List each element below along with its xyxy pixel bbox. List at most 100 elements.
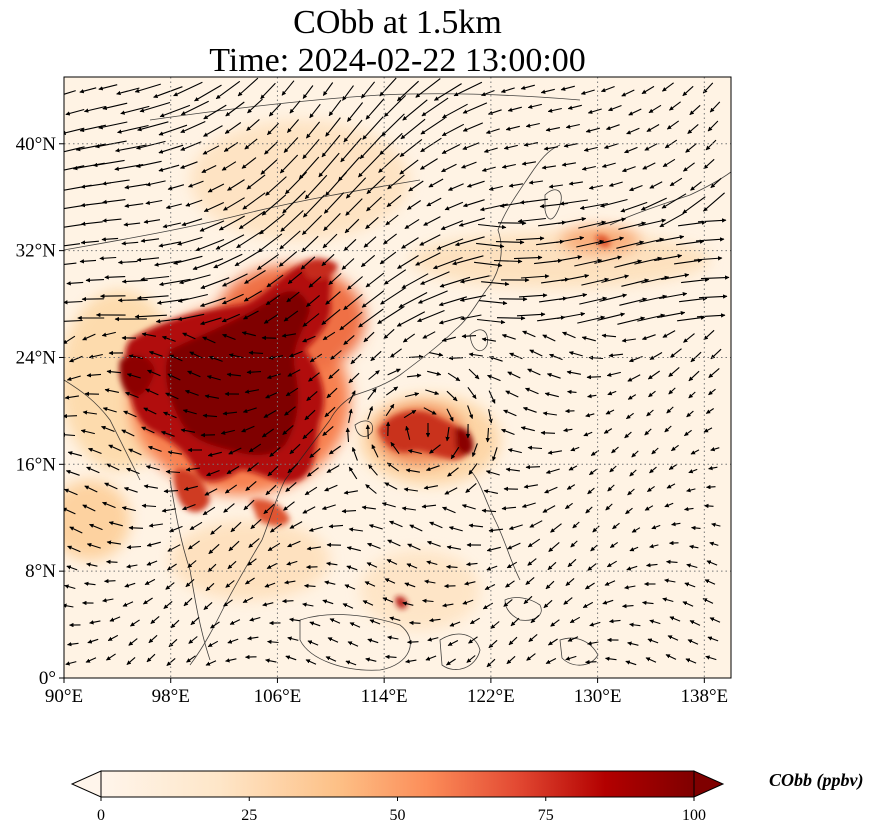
wind-vector-arrow xyxy=(67,545,81,553)
wind-vector-arrow xyxy=(286,119,300,133)
wind-vector-arrow xyxy=(365,424,371,440)
wind-vector-arrow xyxy=(365,216,379,230)
wind-vector-arrow xyxy=(453,81,483,97)
wind-vector-arrow xyxy=(146,541,161,547)
wind-vector-arrow xyxy=(429,352,444,357)
wind-vector-arrow xyxy=(529,520,543,528)
wind-vector-arrow xyxy=(324,580,336,585)
wind-vector-arrow xyxy=(368,524,383,530)
wind-vector-arrow xyxy=(367,388,377,400)
wind-vector-arrow xyxy=(626,412,634,420)
wind-vector-arrow xyxy=(384,95,406,117)
wind-vector-arrow xyxy=(495,240,525,245)
wind-vector-arrow xyxy=(527,558,537,566)
wind-vector-arrow xyxy=(407,639,419,645)
wind-vector-arrow xyxy=(578,220,607,229)
wind-vector-arrow xyxy=(161,508,176,513)
wind-vector-arrow xyxy=(362,116,384,140)
wind-vector-arrow xyxy=(461,333,477,339)
wind-vector-arrow xyxy=(267,122,279,136)
wind-vector-arrow xyxy=(607,390,617,396)
wind-vector-arrow xyxy=(265,176,287,196)
wind-vector-arrow xyxy=(558,216,587,225)
wind-vector-arrow xyxy=(547,107,562,113)
wind-vector-arrow xyxy=(666,406,674,414)
wind-vector-arrow xyxy=(223,503,235,513)
wind-vector-arrow xyxy=(345,427,350,443)
wind-vector-arrow xyxy=(66,281,84,286)
wind-vector-arrow xyxy=(326,387,338,399)
wind-vector-arrow xyxy=(144,578,156,586)
wind-vector-arrow xyxy=(383,328,395,340)
wind-vector-arrow xyxy=(244,138,258,150)
wind-vector-arrow xyxy=(347,276,363,290)
wind-vector-arrow xyxy=(263,314,279,324)
cobb-concentration-field xyxy=(64,120,710,630)
wind-vector-arrow xyxy=(631,527,641,533)
wind-vector-arrow xyxy=(146,560,158,566)
wind-vector-arrow xyxy=(162,222,182,229)
lon-tick-label: 130°E xyxy=(574,686,622,707)
wind-vector-arrow xyxy=(406,373,422,378)
wind-vector-arrow xyxy=(345,177,367,199)
wind-vector-arrow xyxy=(649,466,657,474)
wind-vector-arrow xyxy=(304,174,328,200)
wind-vector-arrow xyxy=(425,465,440,472)
wind-vector-arrow xyxy=(134,314,167,319)
wind-vector-arrow xyxy=(625,507,633,515)
wind-vector-arrow xyxy=(126,564,138,569)
wind-vector-arrow xyxy=(485,470,500,476)
wind-vector-arrow xyxy=(282,424,294,436)
wind-vector-arrow xyxy=(361,290,385,308)
wind-vector-arrow xyxy=(611,446,619,454)
wind-vector-arrow xyxy=(126,656,136,666)
wind-vector-arrow xyxy=(322,82,334,96)
wind-vector-arrow xyxy=(182,503,196,511)
wind-vector-arrow xyxy=(165,582,175,590)
wind-vector-arrow xyxy=(365,98,385,120)
wind-vector-arrow xyxy=(379,132,403,156)
wind-vector-arrow xyxy=(542,334,556,342)
wind-vector-arrow xyxy=(566,484,576,490)
wind-vector-arrow xyxy=(348,390,356,404)
wind-vector-arrow xyxy=(243,499,255,511)
wind-vector-arrow xyxy=(202,336,216,344)
wind-vector-arrow xyxy=(560,85,575,91)
wind-vector-arrow xyxy=(184,389,199,396)
wind-vector-arrow xyxy=(609,541,619,549)
wind-vector-arrow xyxy=(700,275,730,280)
wind-vector-arrow xyxy=(563,427,573,433)
wind-vector-arrow xyxy=(64,584,76,590)
wind-vector-arrow xyxy=(484,584,496,590)
wind-vector-arrow xyxy=(548,541,560,553)
wind-vector-arrow xyxy=(407,449,422,455)
wind-vector-arrow xyxy=(427,637,439,642)
wind-vector-arrow xyxy=(476,242,505,249)
wind-vector-arrow xyxy=(421,97,449,117)
wind-vector-arrow xyxy=(503,409,517,417)
wind-vector-arrow xyxy=(247,636,259,641)
wind-vector-arrow xyxy=(367,542,381,550)
wind-vector-arrow xyxy=(260,159,278,175)
wind-vector-arrow xyxy=(229,619,241,625)
wind-vector-arrow xyxy=(406,200,422,210)
wind-vector-arrow xyxy=(266,274,284,288)
colorbar: 0 25 50 75 100 CObb (ppbv) xyxy=(70,770,863,824)
wind-vector-arrow xyxy=(585,506,593,514)
wind-vector-arrow xyxy=(307,467,319,477)
wind-vector-arrow xyxy=(101,179,130,186)
wind-vector-arrow xyxy=(661,273,690,280)
wind-vector-arrow xyxy=(194,84,222,102)
wind-vector-arrow xyxy=(582,601,594,609)
wind-vector-arrow xyxy=(182,332,196,340)
wind-vector-arrow xyxy=(609,618,621,624)
wind-vector-arrow xyxy=(523,595,533,605)
wind-vector-arrow xyxy=(366,196,382,212)
wind-vector-arrow xyxy=(167,184,185,191)
wind-vector-arrow xyxy=(402,601,414,606)
wind-vector-arrow xyxy=(487,374,501,382)
wind-vector-arrow xyxy=(485,427,490,443)
wind-vector-arrow xyxy=(88,447,102,455)
wind-vector-arrow xyxy=(266,563,278,569)
wind-vector-arrow xyxy=(85,278,105,283)
